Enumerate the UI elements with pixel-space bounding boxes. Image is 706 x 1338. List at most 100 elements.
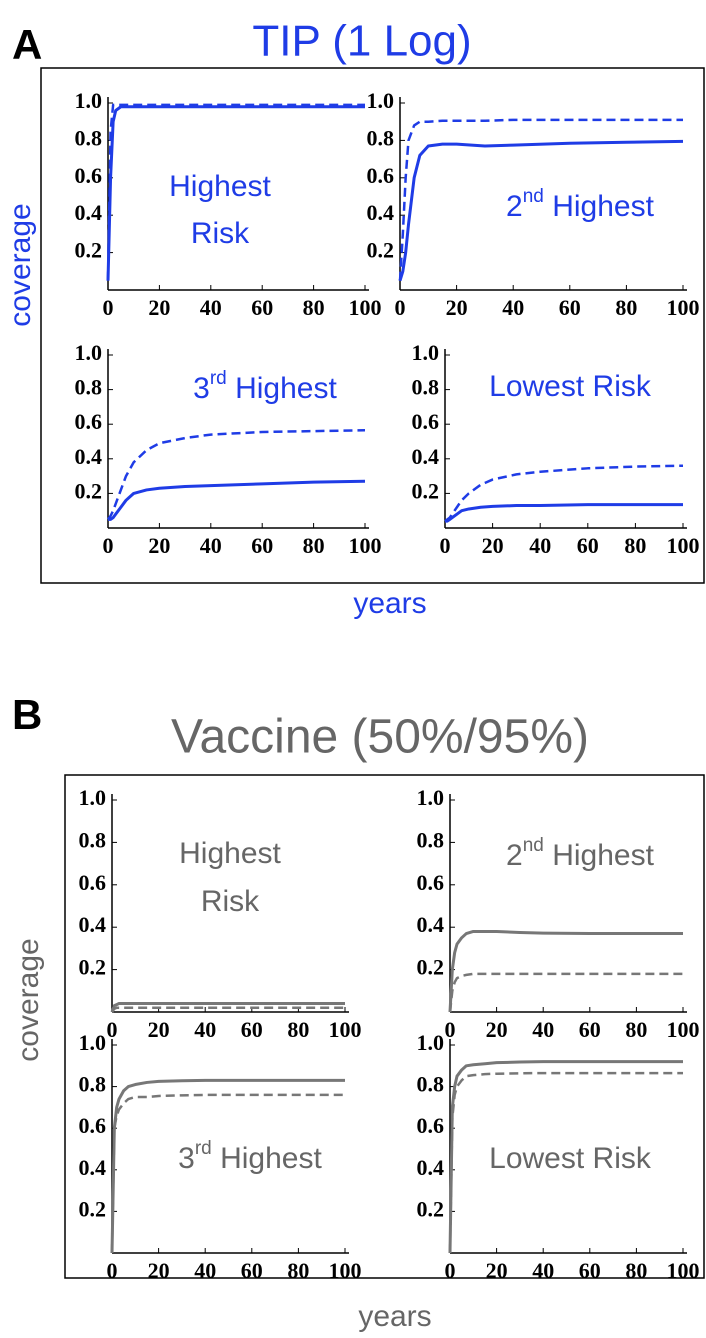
y-tick-label: 0.2 bbox=[79, 1196, 107, 1221]
y-tick-label: 0.4 bbox=[412, 444, 440, 469]
y-tick-label: 0.2 bbox=[417, 955, 445, 980]
x-tick-label: 40 bbox=[194, 1258, 216, 1283]
y-tick-label: 1.0 bbox=[79, 1030, 107, 1055]
x-tick-label: 80 bbox=[303, 533, 325, 558]
annotation-part: Highest bbox=[212, 1142, 323, 1175]
y-tick-label: 0.2 bbox=[79, 955, 107, 980]
annotation-part: Risk bbox=[201, 885, 260, 918]
annotation-part: Lowest Risk bbox=[489, 370, 652, 403]
annotation: Lowest Risk bbox=[489, 370, 652, 403]
y-axis-label: coverage bbox=[4, 203, 37, 326]
x-tick-label: 40 bbox=[200, 295, 222, 320]
y-tick-label: 0.4 bbox=[79, 1155, 107, 1180]
annotation: Risk bbox=[191, 217, 250, 250]
x-tick-label: 80 bbox=[287, 1258, 309, 1283]
x-tick-label: 60 bbox=[559, 295, 581, 320]
x-tick-label: 0 bbox=[107, 1258, 118, 1283]
x-tick-label: 60 bbox=[579, 1017, 601, 1042]
y-tick-label: 1.0 bbox=[367, 88, 395, 113]
panel-frame bbox=[40, 67, 705, 584]
x-axis-label: years bbox=[353, 587, 426, 620]
dashed-line bbox=[448, 1071, 683, 1254]
solid-line bbox=[448, 1060, 683, 1254]
x-tick-label: 100 bbox=[329, 1258, 362, 1283]
annotation: 3rd Highest bbox=[193, 368, 337, 405]
annotation: 2nd Highest bbox=[506, 835, 655, 872]
y-tick-label: 0.4 bbox=[417, 1155, 445, 1180]
x-tick-label: 60 bbox=[577, 533, 599, 558]
annotation-part: Highest bbox=[169, 170, 271, 203]
x-tick-label: 80 bbox=[615, 295, 637, 320]
annotation-part: 3 bbox=[193, 372, 210, 405]
annotation: 2nd Highest bbox=[506, 186, 655, 223]
solid-line bbox=[110, 1078, 345, 1254]
y-tick-label: 1.0 bbox=[417, 785, 445, 810]
x-tick-label: 80 bbox=[625, 1017, 647, 1042]
x-tick-label: 60 bbox=[251, 295, 273, 320]
x-tick-label: 80 bbox=[625, 1258, 647, 1283]
y-tick-label: 0.2 bbox=[367, 238, 395, 263]
y-tick-label: 0.2 bbox=[412, 478, 440, 503]
y-tick-label: 0.8 bbox=[417, 827, 445, 852]
x-tick-label: 100 bbox=[349, 295, 382, 320]
x-tick-label: 0 bbox=[107, 1017, 118, 1042]
x-tick-label: 40 bbox=[194, 1017, 216, 1042]
y-tick-label: 0.8 bbox=[75, 125, 103, 150]
panel-letter: B bbox=[12, 691, 42, 738]
y-tick-label: 0.6 bbox=[417, 1113, 445, 1138]
y-tick-label: 0.6 bbox=[75, 163, 103, 188]
panel-frame bbox=[64, 774, 705, 1279]
y-tick-label: 0.4 bbox=[75, 444, 103, 469]
y-tick-label: 0.4 bbox=[417, 912, 445, 937]
y-tick-label: 0.2 bbox=[417, 1196, 445, 1221]
x-tick-label: 0 bbox=[440, 533, 451, 558]
annotation-part: rd bbox=[210, 368, 227, 389]
x-tick-label: 20 bbox=[148, 1258, 170, 1283]
x-tick-label: 0 bbox=[103, 295, 114, 320]
dashed-line bbox=[106, 103, 365, 281]
x-tick-label: 0 bbox=[103, 533, 114, 558]
x-tick-label: 40 bbox=[532, 1258, 554, 1283]
x-tick-label: 80 bbox=[303, 295, 325, 320]
solid-line bbox=[106, 105, 365, 281]
x-tick-label: 100 bbox=[667, 533, 700, 558]
annotation-part: 2 bbox=[506, 839, 523, 872]
annotation-part: Lowest Risk bbox=[489, 1142, 652, 1175]
x-tick-label: 60 bbox=[241, 1258, 263, 1283]
y-tick-label: 0.2 bbox=[75, 238, 103, 263]
solid-line bbox=[448, 929, 683, 1013]
y-tick-label: 0.6 bbox=[79, 1113, 107, 1138]
annotation: Highest bbox=[169, 170, 271, 203]
annotation: Lowest Risk bbox=[489, 1142, 652, 1175]
annotation-part: nd bbox=[523, 835, 544, 856]
y-tick-label: 0.8 bbox=[367, 125, 395, 150]
x-tick-label: 20 bbox=[148, 295, 170, 320]
y-tick-label: 1.0 bbox=[417, 1030, 445, 1055]
x-tick-label: 0 bbox=[445, 1017, 456, 1042]
annotation-part: Risk bbox=[191, 217, 250, 250]
y-tick-label: 1.0 bbox=[412, 340, 440, 365]
y-tick-label: 0.8 bbox=[75, 375, 103, 400]
x-tick-label: 100 bbox=[667, 1017, 700, 1042]
y-tick-label: 1.0 bbox=[75, 88, 103, 113]
annotation-part: 3 bbox=[178, 1142, 195, 1175]
x-tick-label: 0 bbox=[395, 295, 406, 320]
dashed-line bbox=[106, 429, 366, 521]
x-tick-label: 60 bbox=[241, 1017, 263, 1042]
y-tick-label: 0.6 bbox=[367, 163, 395, 188]
y-tick-label: 1.0 bbox=[75, 340, 103, 365]
solid-line bbox=[445, 503, 683, 523]
dashed-line bbox=[448, 972, 683, 1013]
annotation-part: Highest bbox=[227, 372, 338, 405]
y-tick-label: 0.8 bbox=[412, 375, 440, 400]
dashed-line bbox=[444, 464, 684, 523]
x-tick-label: 40 bbox=[200, 533, 222, 558]
x-tick-label: 40 bbox=[529, 533, 551, 558]
panel-letter: A bbox=[12, 21, 42, 68]
y-tick-label: 0.8 bbox=[417, 1072, 445, 1097]
annotation: Risk bbox=[201, 885, 260, 918]
annotation-part: nd bbox=[523, 186, 544, 207]
panel-title: Vaccine (50%/95%) bbox=[171, 711, 589, 764]
annotation: Highest bbox=[179, 837, 281, 870]
